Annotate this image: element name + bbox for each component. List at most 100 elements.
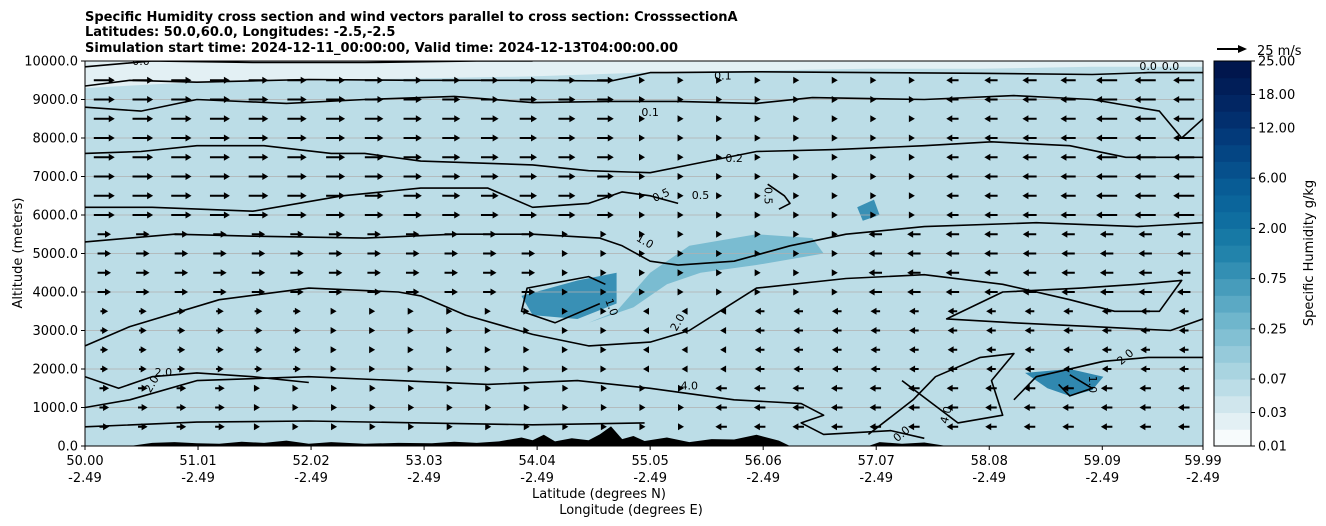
wind-arrow — [985, 404, 997, 411]
wind-arrow — [868, 288, 883, 296]
wind-arrow — [1022, 76, 1037, 84]
wind-arrow — [330, 346, 337, 354]
y-axis: 0.0 1000.0 2000.0 3000.0 4000.0 5000.0 6000.0 7… — [24, 55, 85, 455]
colorbar-segment — [1214, 144, 1251, 162]
wind-arrow — [444, 230, 458, 238]
wind-arrow — [215, 384, 225, 392]
wind-arrow — [331, 423, 338, 431]
wind-arrow — [1134, 76, 1156, 84]
wind-arrow — [1022, 269, 1037, 277]
wind-arrow — [521, 288, 536, 296]
wind-arrow — [253, 404, 260, 411]
wind-arrow — [908, 404, 920, 411]
wind-arrow — [792, 423, 804, 431]
wind-arrow — [1173, 153, 1195, 161]
wind-arrow — [1096, 192, 1118, 200]
wind-arrow — [677, 384, 684, 392]
wind-arrow — [681, 327, 688, 334]
wind-arrow — [561, 346, 568, 354]
wind-arrow — [600, 327, 607, 334]
contour-line — [85, 375, 925, 440]
wind-arrow — [1022, 211, 1037, 219]
wind-arrow — [1177, 288, 1191, 296]
wind-arrow — [1022, 250, 1037, 257]
contour-label: 0.5 — [692, 189, 710, 202]
wind-arrow — [523, 404, 530, 411]
wind-arrow — [177, 307, 186, 315]
wind-arrow — [870, 365, 881, 373]
wind-arrow — [97, 288, 111, 296]
wind-arrow — [1096, 134, 1118, 142]
wind-arrow — [523, 346, 530, 354]
colorbar-segment — [1214, 395, 1251, 414]
wind-arrow — [364, 76, 384, 84]
y-tick-label: 10000.0 — [24, 55, 78, 70]
wind-arrow — [1178, 346, 1189, 354]
wind-arrow — [171, 153, 192, 161]
wind-arrow — [364, 192, 384, 200]
wind-arrow — [132, 153, 154, 161]
colorbar-tick-label: 0.25 — [1258, 322, 1287, 337]
wind-arrow — [248, 192, 269, 200]
y-tick-label: 5000.0 — [33, 247, 79, 262]
wind-arrow — [793, 365, 804, 373]
wind-arrow — [1138, 230, 1152, 238]
contour-label: 0.5 — [762, 187, 775, 205]
wind-arrow — [639, 76, 645, 84]
wind-arrow — [793, 115, 800, 123]
wind-arrow — [1101, 327, 1112, 334]
wind-arrow — [1138, 250, 1152, 257]
x-tick-label-lat: 59.09 — [1084, 454, 1121, 469]
wind-arrow — [483, 250, 497, 257]
wind-arrow — [870, 327, 881, 334]
y-tick-label: 9000.0 — [33, 93, 79, 108]
colorbar-tick-label: 6.00 — [1258, 172, 1287, 187]
wind-arrow — [870, 96, 877, 103]
wind-arrow — [716, 192, 723, 200]
wind-arrow — [369, 365, 376, 373]
contour-line — [85, 61, 533, 68]
contour-line — [85, 141, 1203, 174]
wind-arrow — [908, 115, 915, 123]
wind-arrow — [99, 404, 110, 411]
wind-arrow — [677, 404, 684, 411]
y-tick-label: 4000.0 — [33, 286, 79, 301]
wind-arrow — [1060, 192, 1076, 200]
wind-arrow — [908, 96, 915, 103]
wind-arrow — [407, 365, 414, 373]
wind-arrow — [483, 269, 497, 277]
wind-arrow — [909, 365, 919, 373]
wind-arrow — [716, 76, 723, 84]
wind-arrow — [174, 230, 189, 238]
wind-arrow — [97, 250, 111, 257]
wind-arrow — [364, 153, 384, 161]
humidity-band — [85, 66, 1203, 446]
wind-arrow — [1063, 327, 1073, 334]
wind-arrow — [720, 346, 727, 354]
wind-arrow — [403, 173, 422, 180]
wind-arrow — [753, 384, 766, 392]
wind-arrow — [946, 115, 959, 123]
wind-arrow — [1140, 346, 1150, 354]
wind-arrow — [1096, 115, 1118, 123]
wind-arrow — [287, 192, 307, 200]
wind-arrow — [521, 250, 536, 257]
colorbar-segment — [1214, 312, 1251, 330]
wind-arrow — [405, 269, 420, 277]
wind-arrow — [831, 96, 838, 103]
x-tick-label-lat: 51.01 — [179, 454, 216, 469]
wind-arrow — [407, 346, 414, 354]
wind-arrow — [174, 269, 189, 277]
wind-arrow — [1096, 173, 1118, 180]
wind-arrow — [1173, 76, 1195, 84]
wind-arrow — [369, 327, 376, 334]
wind-arrow — [830, 384, 843, 392]
colorbar-frame — [1213, 60, 1252, 447]
wind-arrow — [831, 192, 838, 200]
wind-arrow — [484, 346, 491, 354]
wind-arrow — [287, 134, 307, 142]
wind-arrow — [1096, 96, 1118, 103]
wind-arrow — [715, 384, 727, 392]
contour-line — [85, 187, 679, 212]
wind-arrow — [984, 173, 998, 180]
